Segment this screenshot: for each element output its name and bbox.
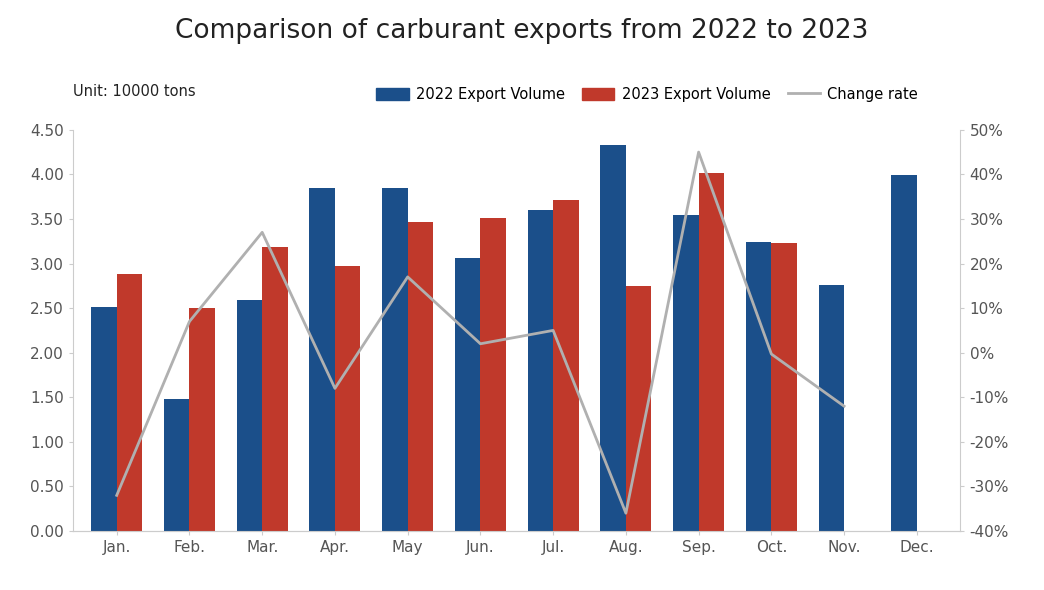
Bar [455, 258, 480, 531]
Bar [626, 286, 651, 531]
Bar [117, 274, 142, 531]
Change rate [111, 492, 123, 499]
Bar [772, 243, 797, 531]
Bar [237, 300, 262, 531]
Bar [745, 242, 772, 531]
Bar [407, 222, 433, 531]
Bar [189, 308, 215, 531]
Bar [698, 173, 725, 531]
Bar [600, 145, 626, 531]
Bar [818, 285, 845, 531]
Text: Comparison of carburant exports from 2022 to 2023: Comparison of carburant exports from 202… [175, 18, 869, 44]
Bar [673, 215, 698, 531]
Line: Change rate: Change rate [117, 152, 845, 513]
Bar [382, 188, 407, 531]
Change rate [329, 385, 341, 392]
Change rate [183, 318, 195, 325]
Bar [480, 218, 506, 531]
Bar [91, 307, 117, 531]
Change rate [474, 340, 487, 348]
Bar [527, 210, 553, 531]
Bar [335, 266, 360, 531]
Change rate [256, 229, 268, 236]
Legend: 2022 Export Volume, 2023 Export Volume, Change rate: 2022 Export Volume, 2023 Export Volume, … [371, 81, 924, 108]
Bar [892, 175, 917, 531]
Bar [164, 399, 189, 531]
Bar [553, 200, 578, 531]
Change rate [547, 327, 560, 334]
Bar [309, 188, 335, 531]
Change rate [765, 350, 778, 358]
Change rate [620, 510, 633, 517]
Bar [262, 247, 288, 531]
Text: Unit: 10000 tons: Unit: 10000 tons [73, 84, 195, 99]
Change rate [401, 273, 413, 280]
Change rate [838, 402, 851, 409]
Change rate [692, 149, 705, 156]
